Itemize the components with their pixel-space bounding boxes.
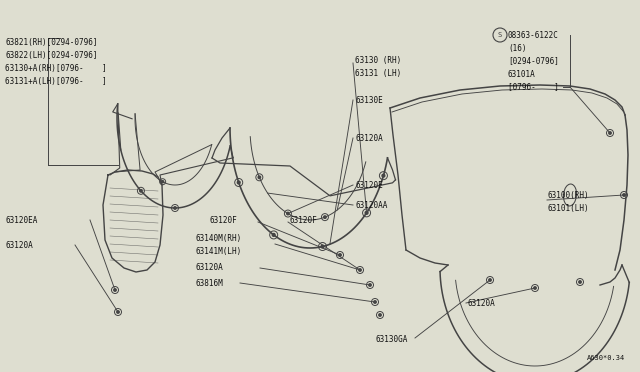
Text: 63101A: 63101A: [508, 70, 536, 78]
Text: A630*0.34: A630*0.34: [587, 355, 625, 361]
Text: 63130E: 63130E: [355, 96, 383, 105]
Circle shape: [272, 234, 275, 236]
Text: [0294-0796]: [0294-0796]: [508, 57, 559, 65]
Circle shape: [287, 212, 289, 215]
Circle shape: [140, 190, 142, 192]
Text: 63130GA: 63130GA: [375, 336, 408, 344]
Circle shape: [324, 216, 326, 218]
Text: 63130 (RH): 63130 (RH): [355, 55, 401, 64]
Circle shape: [374, 301, 376, 303]
Text: 63120A: 63120A: [5, 241, 33, 250]
Text: 63120A: 63120A: [468, 298, 496, 308]
Text: (16): (16): [508, 44, 527, 52]
Circle shape: [489, 279, 492, 281]
Text: 63120AA: 63120AA: [355, 201, 387, 209]
Circle shape: [379, 314, 381, 316]
Circle shape: [258, 176, 260, 179]
Circle shape: [534, 287, 536, 289]
Text: 63101(LH): 63101(LH): [548, 203, 589, 212]
Text: 63120F: 63120F: [290, 215, 317, 224]
Text: 63120E: 63120E: [355, 180, 383, 189]
Circle shape: [116, 311, 119, 313]
Text: 08363-6122C: 08363-6122C: [508, 31, 559, 39]
Text: 63120A: 63120A: [355, 134, 383, 142]
Text: 63822(LH)[0294-0796]: 63822(LH)[0294-0796]: [5, 51, 97, 60]
Circle shape: [623, 194, 625, 196]
Circle shape: [237, 181, 240, 184]
Circle shape: [382, 174, 385, 177]
Text: 63131 (LH): 63131 (LH): [355, 68, 401, 77]
Text: 63120EA: 63120EA: [5, 215, 37, 224]
Text: 63140M(RH): 63140M(RH): [195, 234, 241, 243]
Circle shape: [359, 269, 361, 271]
Circle shape: [609, 132, 611, 134]
Circle shape: [339, 254, 341, 256]
Circle shape: [369, 284, 371, 286]
Text: 63120F: 63120F: [210, 215, 237, 224]
Text: 63816M: 63816M: [195, 279, 223, 288]
Circle shape: [321, 245, 324, 248]
Circle shape: [114, 289, 116, 291]
Text: [0796-    ]: [0796- ]: [508, 83, 559, 92]
Circle shape: [161, 181, 164, 183]
Circle shape: [579, 281, 581, 283]
Text: 63120A: 63120A: [195, 263, 223, 273]
Circle shape: [365, 211, 368, 214]
Circle shape: [174, 207, 176, 209]
Text: 63821(RH)[0294-0796]: 63821(RH)[0294-0796]: [5, 38, 97, 46]
Text: 63141M(LH): 63141M(LH): [195, 247, 241, 256]
Text: S: S: [498, 32, 502, 38]
Text: 63100(RH): 63100(RH): [548, 190, 589, 199]
Text: 63131+A(LH)[0796-    ]: 63131+A(LH)[0796- ]: [5, 77, 107, 86]
Text: 63130+A(RH)[0796-    ]: 63130+A(RH)[0796- ]: [5, 64, 107, 73]
